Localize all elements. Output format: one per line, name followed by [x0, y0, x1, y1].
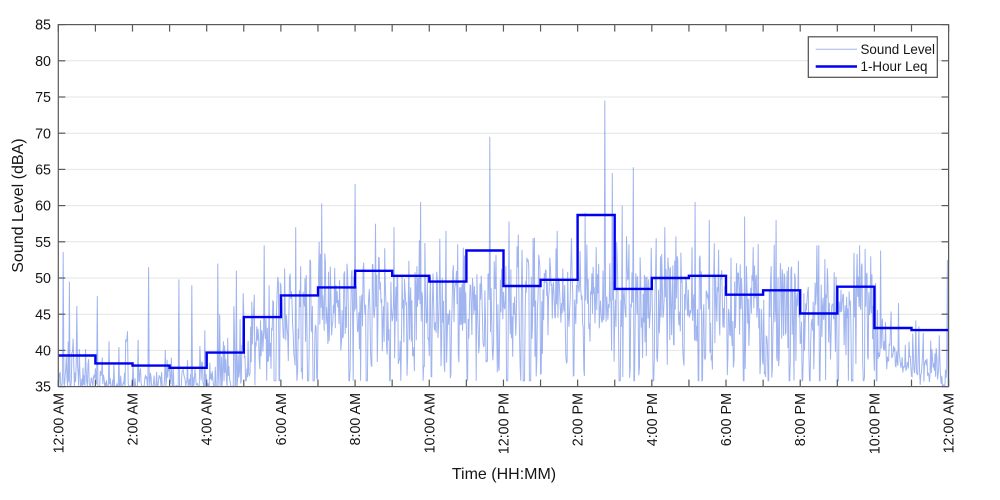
- svg-text:10:00 AM: 10:00 AM: [422, 393, 438, 453]
- svg-text:50: 50: [35, 271, 51, 287]
- svg-text:12:00 AM: 12:00 AM: [51, 393, 67, 453]
- svg-text:6:00 AM: 6:00 AM: [274, 393, 290, 445]
- svg-text:40: 40: [35, 344, 51, 360]
- svg-text:75: 75: [35, 90, 51, 106]
- svg-text:4:00 PM: 4:00 PM: [645, 393, 661, 446]
- svg-text:70: 70: [35, 126, 51, 142]
- svg-text:4:00 AM: 4:00 AM: [200, 393, 216, 445]
- svg-text:2:00 PM: 2:00 PM: [571, 393, 587, 446]
- svg-text:85: 85: [35, 18, 51, 34]
- svg-text:60: 60: [35, 199, 51, 215]
- svg-text:80: 80: [35, 54, 51, 70]
- svg-text:10:00 PM: 10:00 PM: [867, 393, 883, 454]
- svg-text:55: 55: [35, 235, 51, 251]
- svg-text:Time (HH:MM): Time (HH:MM): [452, 466, 556, 483]
- svg-text:45: 45: [35, 307, 51, 323]
- svg-text:2:00 AM: 2:00 AM: [126, 393, 142, 445]
- svg-text:1-Hour Leq: 1-Hour Leq: [861, 59, 928, 74]
- svg-text:Sound Level (dBA): Sound Level (dBA): [10, 138, 27, 272]
- svg-text:12:00 AM: 12:00 AM: [942, 393, 958, 453]
- svg-text:8:00 AM: 8:00 AM: [348, 393, 364, 445]
- svg-text:65: 65: [35, 163, 51, 179]
- svg-text:35: 35: [35, 380, 51, 396]
- svg-text:Sound Level: Sound Level: [861, 42, 935, 57]
- svg-text:12:00 PM: 12:00 PM: [497, 393, 513, 454]
- svg-text:8:00 PM: 8:00 PM: [793, 393, 809, 446]
- svg-text:6:00 PM: 6:00 PM: [719, 393, 735, 446]
